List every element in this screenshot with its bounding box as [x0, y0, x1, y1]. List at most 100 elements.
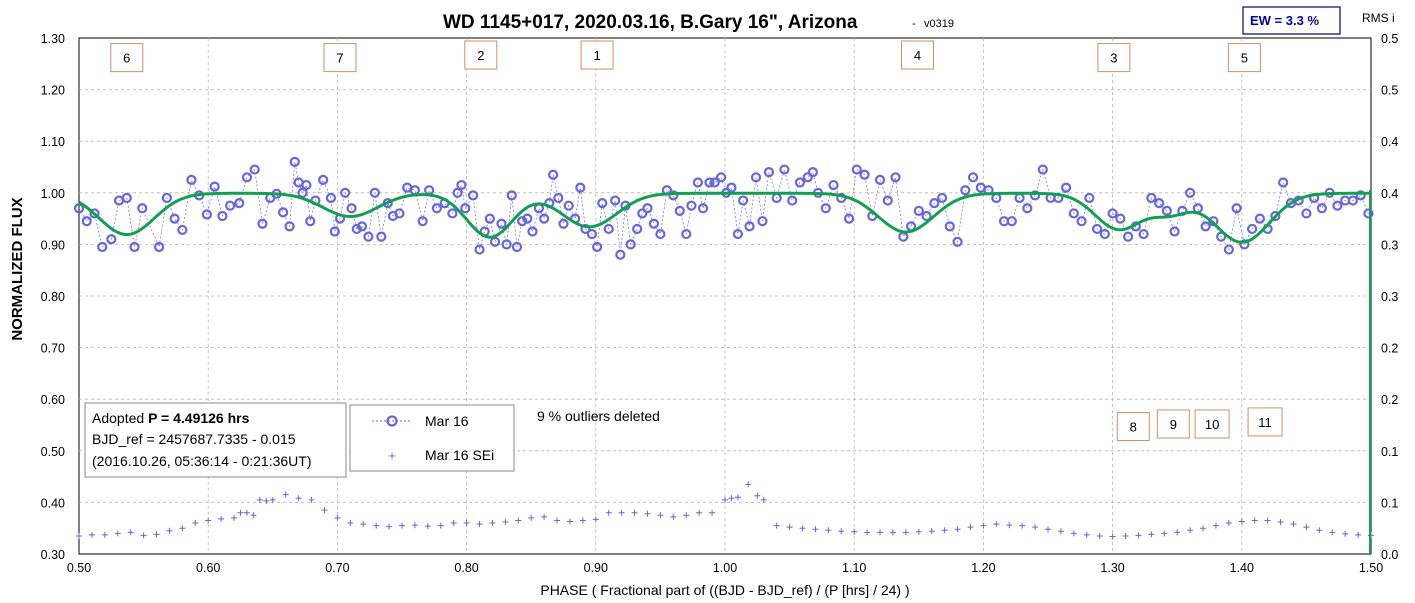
flux-point	[496, 218, 507, 229]
flux-point	[1355, 190, 1366, 201]
flux-point	[456, 179, 467, 191]
x-tick-label: 1.40	[1230, 561, 1254, 575]
dip-label-box	[1116, 412, 1150, 442]
flux-point	[1154, 198, 1165, 209]
y2-tick-label: 0.0	[1381, 548, 1398, 562]
dip-label-box	[1097, 43, 1131, 73]
sei-point	[1045, 526, 1051, 533]
sei-point	[554, 517, 561, 524]
flux-point	[1278, 177, 1289, 188]
flux-point	[97, 241, 108, 253]
flux-point	[913, 205, 924, 216]
x-axis-ticks: 0.50 0.60 0.70 0.80 0.90 1.00 1.10 1.20 1.30 1.40…	[67, 561, 1383, 575]
flux-point	[603, 223, 614, 235]
ew-box	[1242, 6, 1341, 35]
info-line-1: Adopted P = 4.49126 hrs	[92, 410, 250, 426]
flux-point	[1231, 203, 1242, 214]
sei-point	[1251, 517, 1258, 524]
flux-point	[1301, 208, 1312, 219]
flux-point	[106, 234, 117, 245]
flux-point	[1316, 203, 1328, 214]
flux-point	[625, 239, 636, 250]
flux-point	[548, 169, 559, 180]
flux-point	[177, 224, 188, 236]
sei-point	[411, 522, 418, 529]
sei-point	[631, 509, 638, 516]
flux-point	[369, 187, 380, 198]
flux-point	[346, 203, 357, 214]
sei-point	[269, 496, 276, 503]
flux-point	[89, 208, 100, 219]
flux-point	[1270, 210, 1281, 222]
sei-point	[88, 531, 95, 538]
flux-point	[489, 236, 501, 247]
x-axis-label: PHASE ( Fractional part of ((BJD - BJD_r…	[540, 582, 909, 598]
y2-axis-ticks: 0.0 0.1 0.1 0.2 0.2 0.3 0.3 0.4 0.4 0.5 0.5	[1381, 32, 1398, 562]
flux-point	[325, 192, 337, 204]
sei-point	[670, 513, 677, 520]
flux-point	[787, 195, 798, 206]
legend-marker-plus: +	[388, 448, 396, 463]
flux-point	[460, 203, 471, 214]
flux-point	[1022, 203, 1033, 214]
dip-label: 9	[1170, 417, 1177, 432]
flux-point	[467, 190, 479, 201]
sei-point	[101, 531, 108, 538]
sei-point	[237, 509, 244, 516]
flux-point	[575, 182, 586, 193]
dip-label-box	[110, 43, 144, 73]
sei-point	[760, 496, 767, 503]
sei-point	[386, 523, 393, 530]
flux-point	[394, 208, 405, 219]
flux-point	[484, 213, 495, 224]
sei-point	[1070, 530, 1077, 537]
y2-tick-label: 0.3	[1381, 238, 1398, 252]
sei-point	[838, 528, 845, 535]
flux-point	[1029, 190, 1041, 201]
dip-label-box	[1156, 409, 1190, 439]
sei-point	[243, 509, 250, 516]
y-tick-label: 0.80	[41, 290, 65, 304]
flux-point	[851, 164, 862, 175]
flux-point	[820, 203, 831, 214]
flux-point	[553, 192, 564, 204]
flux-point	[1076, 216, 1087, 227]
y2-tick-label: 0.3	[1381, 290, 1398, 304]
sei-point	[618, 509, 625, 516]
ew-label: EW = 3.3 %	[1250, 13, 1319, 28]
flux-point	[1347, 195, 1359, 206]
x-tick-label: 1.00	[713, 561, 737, 575]
y-tick-label: 0.60	[41, 393, 65, 407]
sei-point	[153, 531, 160, 538]
sei-point	[231, 514, 238, 521]
flux-point	[1107, 208, 1118, 219]
flux-point	[363, 231, 374, 242]
flux-point	[186, 174, 197, 185]
sei-point	[1329, 529, 1336, 536]
sei-point	[166, 527, 173, 534]
flux-point	[709, 177, 720, 188]
sei-point	[773, 522, 780, 529]
flux-point	[511, 241, 523, 253]
y2-tick-label: 0.5	[1381, 32, 1398, 46]
sei-point	[864, 529, 871, 536]
sei-point	[347, 520, 354, 527]
sei-point	[1264, 517, 1271, 524]
sei-point	[734, 494, 741, 501]
legend-label-mar16: Mar 16	[425, 413, 469, 429]
sei-point	[902, 529, 909, 536]
dip-label: 7	[336, 51, 343, 66]
dip-label-box	[901, 40, 935, 70]
sei-point	[502, 519, 509, 526]
sei-point	[1109, 533, 1116, 540]
sei-point	[256, 496, 263, 503]
flux-point	[726, 182, 737, 193]
legend-box	[349, 404, 515, 472]
sei-point	[941, 527, 948, 534]
flux-point	[615, 249, 626, 260]
flux-point	[1363, 208, 1374, 219]
flux-point	[217, 210, 228, 222]
sei-point	[1277, 519, 1284, 526]
sei-point	[140, 532, 147, 539]
x-tick-label: 0.90	[584, 561, 608, 575]
